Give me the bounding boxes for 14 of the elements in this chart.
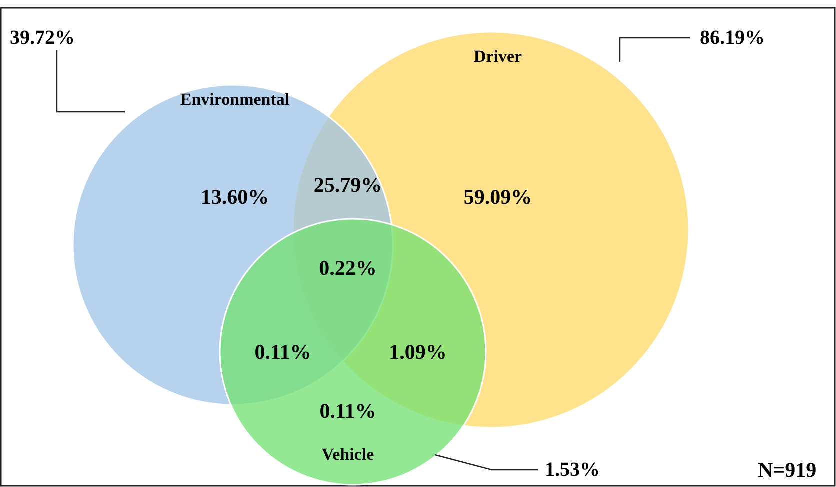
text: 0.11%: [254, 340, 312, 364]
category-label: Environmental: [180, 90, 290, 109]
text: 0.11%: [320, 399, 376, 423]
category-label: Driver: [474, 47, 523, 66]
data-label: 86.19%: [700, 27, 765, 49]
data-label: 39.72%: [10, 27, 75, 49]
data-label: 1.53%: [545, 459, 600, 481]
text: 1.09%: [389, 340, 447, 364]
text: N=919: [758, 458, 817, 482]
category-label: Vehicle: [322, 445, 375, 464]
text: 25.79%: [314, 173, 382, 197]
text: 0.22%: [319, 256, 377, 280]
text: 13.60%: [200, 185, 270, 209]
text: 59.09%: [464, 185, 532, 209]
